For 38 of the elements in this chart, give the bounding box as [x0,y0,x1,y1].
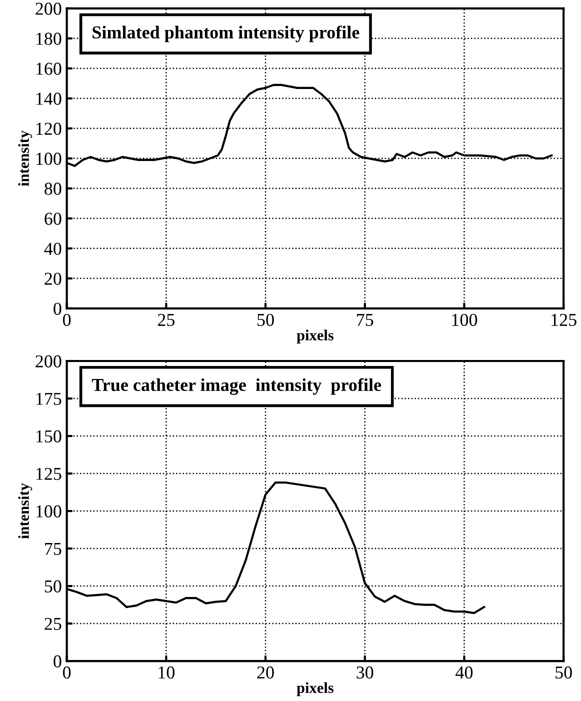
y-tick-label: 75 [45,542,62,555]
y-tick-label: 150 [36,430,62,442]
y-tick-label: 140 [36,92,62,105]
x-tick-label: 25 [158,314,174,326]
y-tick-label: 60 [44,212,62,225]
x-tick-label: 0 [62,666,71,679]
y-tick-label: 160 [36,62,62,75]
x-tick-label: 40 [456,666,473,679]
y-tick-label: 175 [36,392,62,405]
x-tick-label: 0 [62,314,71,326]
y-tick-label: 40 [44,242,62,255]
y-tick-label: 125 [36,468,62,480]
y-tick-label: 200 [36,2,62,15]
y-tick-label: 180 [36,32,62,45]
y-axis-title: intensity [18,130,32,186]
y-tick-label: 25 [44,618,62,630]
y-tick-label: 120 [36,122,62,135]
y-axis-title: intensity [18,483,32,539]
x-tick-label: 30 [356,666,374,679]
y-tick-label: 0 [54,655,62,668]
x-axis-title: pixels [296,330,334,344]
x-tick-label: 50 [556,666,572,679]
x-tick-label: 100 [452,314,478,326]
y-tick-label: 80 [44,182,62,195]
x-tick-label: 75 [357,314,374,326]
text: True catheter image intensity profile [92,378,382,395]
x-tick-label: 20 [257,666,274,679]
text: Simlated phantom intensity profile [92,26,360,42]
x-axis-title: pixels [296,682,334,696]
y-tick-label: 0 [54,302,62,315]
x-tick-label: 50 [258,314,274,326]
y-tick-label: 100 [36,152,62,165]
x-tick-label: 125 [552,314,576,326]
y-tick-label: 20 [44,272,62,285]
y-tick-label: 100 [36,505,62,518]
x-tick-label: 10 [158,666,175,679]
y-tick-label: 200 [36,355,62,368]
y-tick-label: 50 [44,580,62,592]
